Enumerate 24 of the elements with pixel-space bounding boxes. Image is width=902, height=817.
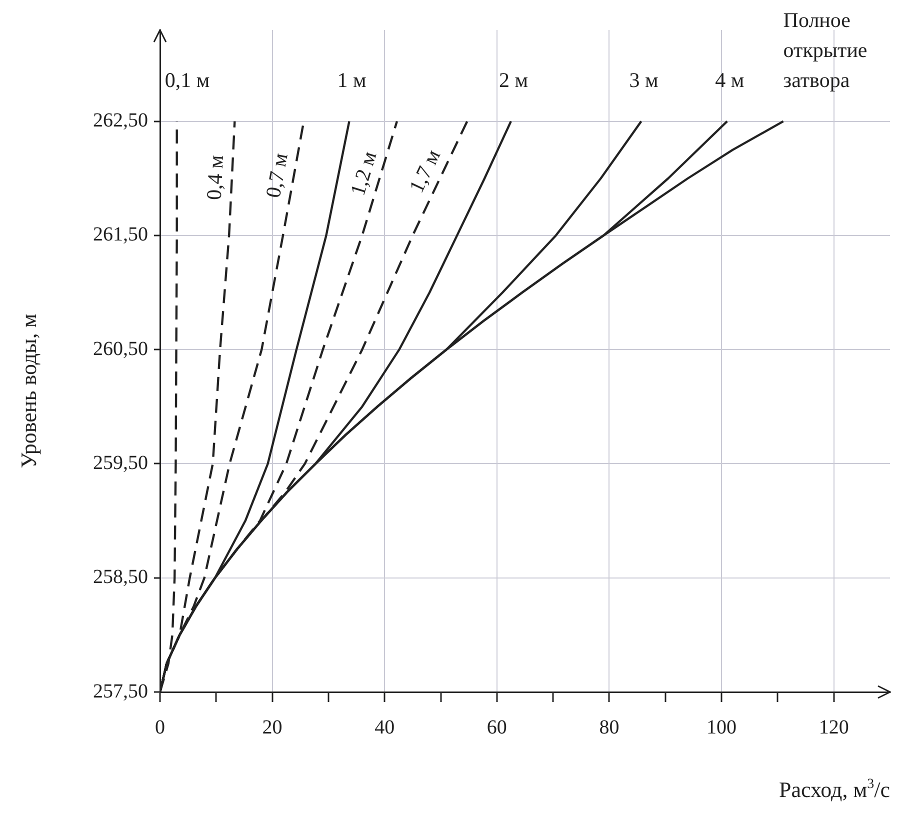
- y-tick-label: 262,50: [93, 110, 148, 132]
- text: 0,7 м: [260, 151, 292, 200]
- y-axis-title: Уровень воды, м: [16, 314, 41, 468]
- series-label: 1 м: [337, 68, 366, 92]
- series-label: 3 м: [629, 68, 658, 92]
- text: 0,4 м: [202, 154, 228, 201]
- text: 1,7 м: [404, 146, 446, 196]
- text: 1,2 м: [345, 148, 382, 198]
- series-label: Полное открытие затвора: [783, 8, 868, 92]
- y-tick-label: 261,50: [93, 224, 148, 246]
- x-tick-label: 60: [486, 716, 507, 738]
- x-tick-label: 40: [374, 716, 395, 738]
- y-tick-label: 259,50: [93, 452, 148, 474]
- series-label: 4 м: [715, 68, 744, 92]
- x-tick-label: 80: [599, 716, 620, 738]
- series-label: 2 м: [498, 68, 528, 92]
- series-label: 0,1 м: [164, 68, 210, 92]
- x-tick-label: 0: [155, 716, 165, 738]
- x-tick-label: 120: [818, 716, 849, 738]
- y-tick-label: 258,50: [93, 566, 148, 588]
- x-tick-label: 20: [262, 716, 282, 738]
- x-tick-label: 100: [706, 716, 737, 738]
- y-tick-label: 257,50: [93, 680, 148, 702]
- y-tick-label: 260,50: [93, 338, 148, 360]
